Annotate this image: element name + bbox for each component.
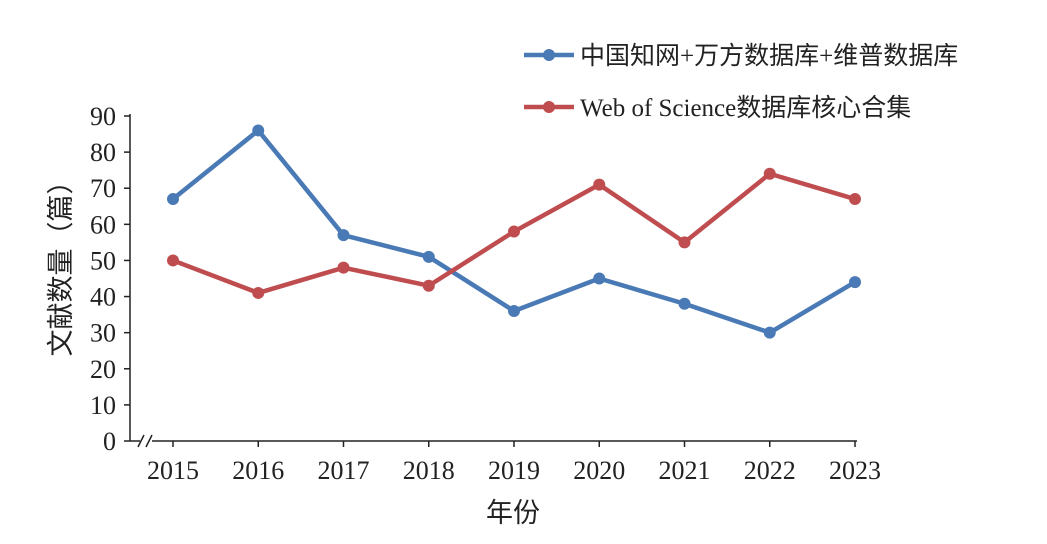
data-point xyxy=(849,276,861,289)
y-tick-label: 10 xyxy=(90,391,116,420)
data-point xyxy=(678,236,691,249)
data-point xyxy=(593,272,606,285)
y-tick-label: 70 xyxy=(90,174,116,203)
legend-label: 中国知网+万方数据库+维普数据库 xyxy=(580,42,958,70)
y-tick-label: 90 xyxy=(90,102,116,131)
legend-marker xyxy=(543,101,555,113)
x-tick-label: 2015 xyxy=(147,456,199,485)
x-tick-label: 2016 xyxy=(232,456,284,485)
y-tick-label: 60 xyxy=(90,210,116,239)
data-point xyxy=(678,297,691,310)
x-tick-label: 2020 xyxy=(573,456,625,485)
legend-marker xyxy=(543,49,555,61)
data-point xyxy=(337,261,350,274)
x-tick-label: 2017 xyxy=(318,456,370,485)
data-point xyxy=(167,193,179,206)
legend: 中国知网+万方数据库+维普数据库 Web of Science数据库核心合集 xyxy=(524,42,958,122)
legend-item-2: Web of Science数据库核心合集 xyxy=(524,94,911,122)
x-tick-label: 2022 xyxy=(744,456,796,485)
y-tick-label: 50 xyxy=(90,246,116,275)
x-tick-label: 2019 xyxy=(488,456,540,485)
y-axis-label: 文献数量（篇） xyxy=(46,168,76,357)
data-point xyxy=(337,229,350,242)
data-point xyxy=(252,124,265,137)
legend-label: Web of Science数据库核心合集 xyxy=(580,94,911,122)
data-point xyxy=(763,326,776,339)
data-point xyxy=(593,178,606,191)
y-tick-label: 0 xyxy=(103,427,116,456)
axis-break-mark xyxy=(137,434,153,448)
legend-item-1: 中国知网+万方数据库+维普数据库 xyxy=(524,42,958,70)
data-point xyxy=(508,225,520,238)
y-tick-label: 20 xyxy=(90,355,116,384)
y-tick-label: 40 xyxy=(90,283,116,312)
axes: 0 10 20 30 40 50 60 70 80 90 2015 2016 2017 2018 2019 2… xyxy=(90,102,881,485)
x-tick-label: 2021 xyxy=(659,456,711,485)
data-point xyxy=(252,286,265,299)
data-point xyxy=(422,279,435,292)
data-point xyxy=(422,250,435,263)
data-point xyxy=(763,167,776,180)
x-tick-label: 2018 xyxy=(403,456,455,485)
series-group xyxy=(167,124,861,339)
x-tick-label: 2023 xyxy=(829,456,881,485)
data-point xyxy=(508,305,520,317)
x-axis-label: 年份 xyxy=(486,498,540,528)
y-tick-label: 80 xyxy=(90,138,116,167)
y-tick-label: 30 xyxy=(90,319,116,348)
series-1 xyxy=(167,124,861,339)
data-point xyxy=(849,193,861,206)
data-point xyxy=(167,254,179,267)
series-2 xyxy=(167,167,861,299)
